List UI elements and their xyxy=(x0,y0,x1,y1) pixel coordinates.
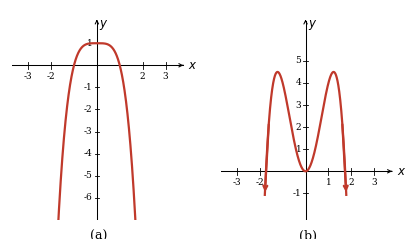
Text: -1: -1 xyxy=(84,83,93,92)
Text: -2: -2 xyxy=(256,179,264,187)
Text: -3: -3 xyxy=(84,127,93,136)
Text: (b): (b) xyxy=(299,230,317,239)
Text: 1: 1 xyxy=(295,145,301,154)
Text: x: x xyxy=(397,165,404,178)
Text: 4: 4 xyxy=(295,78,301,87)
Text: 3: 3 xyxy=(296,101,301,109)
Text: 1: 1 xyxy=(87,39,93,48)
Text: -5: -5 xyxy=(84,171,93,180)
Text: 2: 2 xyxy=(140,72,145,81)
Text: -2: -2 xyxy=(47,72,55,81)
Text: -3: -3 xyxy=(24,72,33,81)
Text: -4: -4 xyxy=(84,149,93,158)
Text: 1: 1 xyxy=(326,179,331,187)
Text: 3: 3 xyxy=(371,179,377,187)
Text: 3: 3 xyxy=(163,72,168,81)
Text: y: y xyxy=(100,17,107,30)
Text: -2: -2 xyxy=(84,105,93,114)
Text: (a): (a) xyxy=(90,230,108,239)
Text: 2: 2 xyxy=(296,123,301,132)
Text: x: x xyxy=(188,59,195,72)
Text: y: y xyxy=(308,17,315,30)
Text: 5: 5 xyxy=(295,56,301,65)
Text: 2: 2 xyxy=(348,179,354,187)
Text: -1: -1 xyxy=(293,189,301,198)
Text: -6: -6 xyxy=(84,193,93,202)
Text: -3: -3 xyxy=(232,179,241,187)
